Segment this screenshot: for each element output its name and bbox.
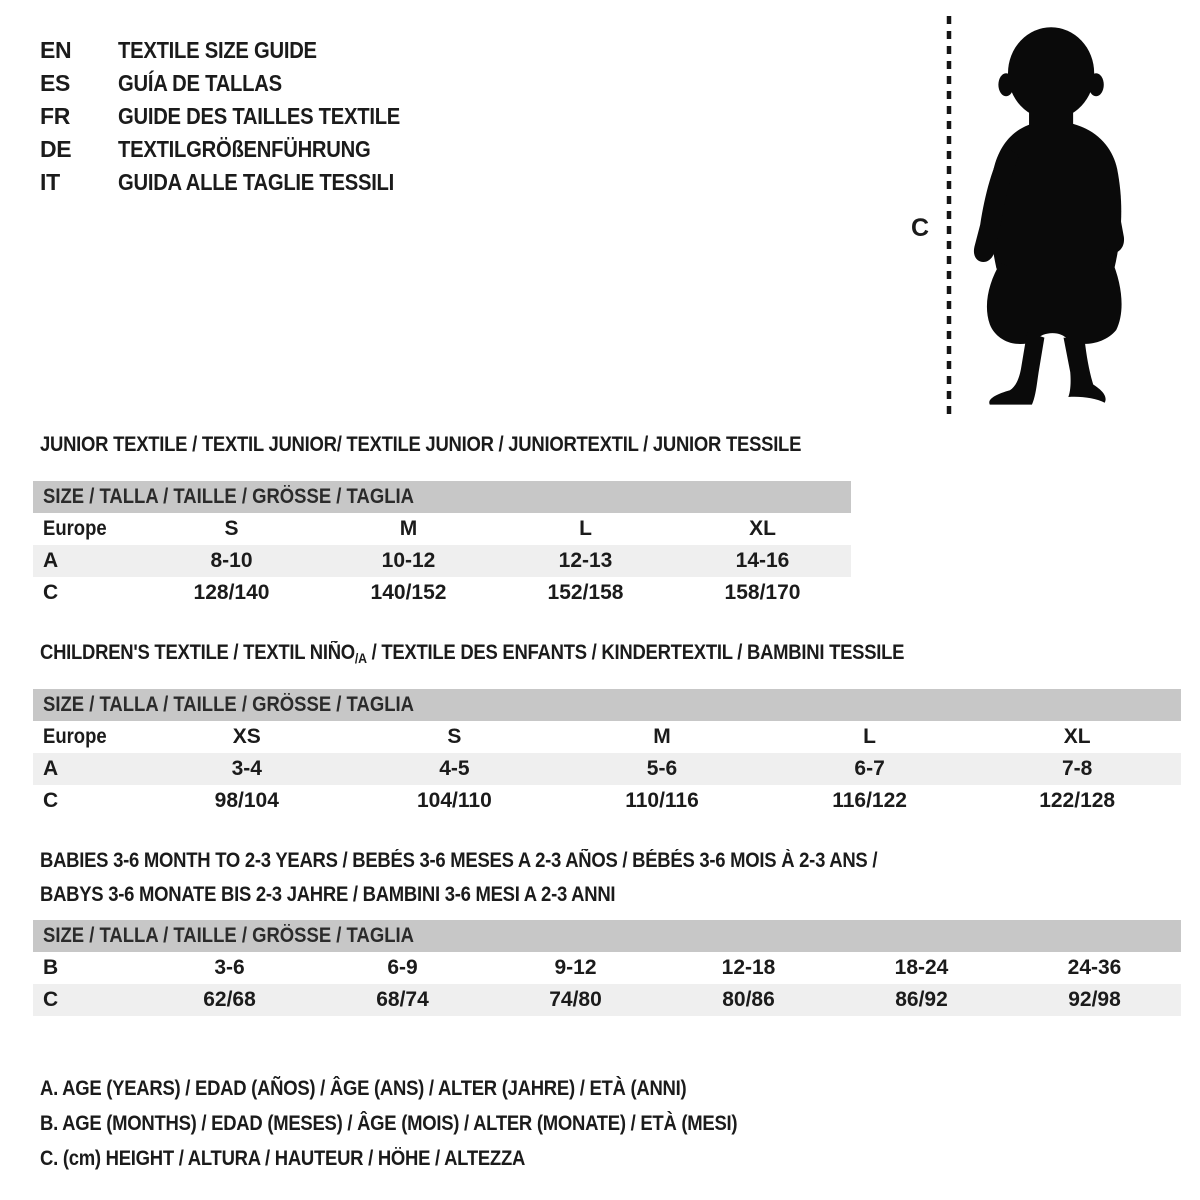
junior-col-s: S xyxy=(224,517,239,540)
babies-row-height: C 62/68 68/74 74/80 80/86 86/92 92/98 xyxy=(33,984,1181,1016)
lang-code-fr: FR xyxy=(40,103,71,129)
toddler-silhouette-icon xyxy=(973,27,1125,405)
measure-legend: A. AGE (YEARS) / EDAD (AÑOS) / ÂGE (ANS)… xyxy=(40,1071,832,1176)
children-columns-row: Europe XS S M L XL xyxy=(33,721,1181,753)
language-title-block: EN TEXTILE SIZE GUIDE ES GUÍA DE TALLAS … xyxy=(40,34,439,199)
height-measure-label: C xyxy=(911,214,930,242)
junior-col-xl: XL xyxy=(749,517,776,540)
junior-col-m: M xyxy=(399,517,418,540)
children-row-height-label: C xyxy=(43,789,59,812)
children-section-title: CHILDREN'S TEXTILE / TEXTIL NIÑO/A / TEX… xyxy=(40,641,905,666)
children-row-height: C 98/104 104/110 110/116 116/122 122/128 xyxy=(33,785,1181,817)
junior-size-header-row: SIZE / TALLA / TAILLE / GRÖSSE / TAGLIA xyxy=(33,481,851,513)
lang-row-es: ES GUÍA DE TALLAS xyxy=(40,67,439,100)
lang-label-en: TEXTILE SIZE GUIDE xyxy=(118,37,317,63)
children-col-s: S xyxy=(447,725,462,748)
children-title-subscript: /A xyxy=(354,650,367,666)
height-measure-line xyxy=(946,16,952,416)
lang-row-de: DE TEXTILGRÖßENFÜHRUNG xyxy=(40,133,439,166)
junior-col-l: L xyxy=(579,517,592,540)
junior-row-age-label: A xyxy=(43,549,59,572)
children-size-table: SIZE / TALLA / TAILLE / GRÖSSE / TAGLIA … xyxy=(33,689,1181,817)
junior-size-table: SIZE / TALLA / TAILLE / GRÖSSE / TAGLIA … xyxy=(33,481,851,609)
babies-row-months-label: B xyxy=(43,956,59,979)
children-col-xl: XL xyxy=(1063,725,1091,748)
legend-line-b: B. AGE (MONTHS) / EDAD (MESES) / ÂGE (MO… xyxy=(40,1112,738,1135)
children-col-m: M xyxy=(653,725,671,748)
lang-code-es: ES xyxy=(40,70,71,96)
lang-row-fr: FR GUIDE DES TAILLES TEXTILE xyxy=(40,100,439,133)
lang-row-en: EN TEXTILE SIZE GUIDE xyxy=(40,34,439,67)
lang-label-fr: GUIDE DES TAILLES TEXTILE xyxy=(118,103,401,129)
lang-label-it: GUIDA ALLE TAGLIE TESSILI xyxy=(118,169,395,195)
children-row-age: A 3-4 4-5 5-6 6-7 7-8 xyxy=(33,753,1181,785)
babies-row-height-label: C xyxy=(43,988,59,1011)
babies-section-title-line2: BABYS 3-6 MONATE BIS 2-3 JAHRE / BAMBINI… xyxy=(40,883,616,906)
lang-code-it: IT xyxy=(40,169,60,195)
lang-label-de: TEXTILGRÖßENFÜHRUNG xyxy=(118,136,371,162)
babies-section-title-line1: BABIES 3-6 MONTH TO 2-3 YEARS / BEBÉS 3-… xyxy=(40,849,878,872)
babies-row-months: B 3-6 6-9 9-12 12-18 18-24 24-36 xyxy=(33,952,1181,984)
babies-size-header-row: SIZE / TALLA / TAILLE / GRÖSSE / TAGLIA xyxy=(33,920,1181,952)
junior-columns-row: Europe S M L XL xyxy=(33,513,851,545)
height-measure-figure: C xyxy=(905,10,1155,422)
children-col-l: L xyxy=(863,725,876,748)
legend-line-a: A. AGE (YEARS) / EDAD (AÑOS) / ÂGE (ANS)… xyxy=(40,1077,687,1100)
junior-row-height: C 128/140 140/152 152/158 158/170 xyxy=(33,577,851,609)
junior-col-region: Europe xyxy=(43,517,107,540)
babies-size-table: SIZE / TALLA / TAILLE / GRÖSSE / TAGLIA … xyxy=(33,920,1181,1016)
children-col-region: Europe xyxy=(43,725,107,748)
junior-section-title: JUNIOR TEXTILE / TEXTIL JUNIOR/ TEXTILE … xyxy=(40,433,802,456)
legend-line-c: C. (cm) HEIGHT / ALTURA / HAUTEUR / HÖHE… xyxy=(40,1147,526,1170)
lang-code-en: EN xyxy=(40,37,72,63)
lang-code-de: DE xyxy=(40,136,72,162)
junior-row-age: A 8-10 10-12 12-13 14-16 xyxy=(33,545,851,577)
lang-row-it: IT GUIDA ALLE TAGLIE TESSILI xyxy=(40,166,439,199)
lang-label-es: GUÍA DE TALLAS xyxy=(118,70,282,96)
children-col-xs: XS xyxy=(232,725,261,748)
junior-row-height-label: C xyxy=(43,581,59,604)
children-size-header-row: SIZE / TALLA / TAILLE / GRÖSSE / TAGLIA xyxy=(33,689,1181,721)
children-row-age-label: A xyxy=(43,757,59,780)
